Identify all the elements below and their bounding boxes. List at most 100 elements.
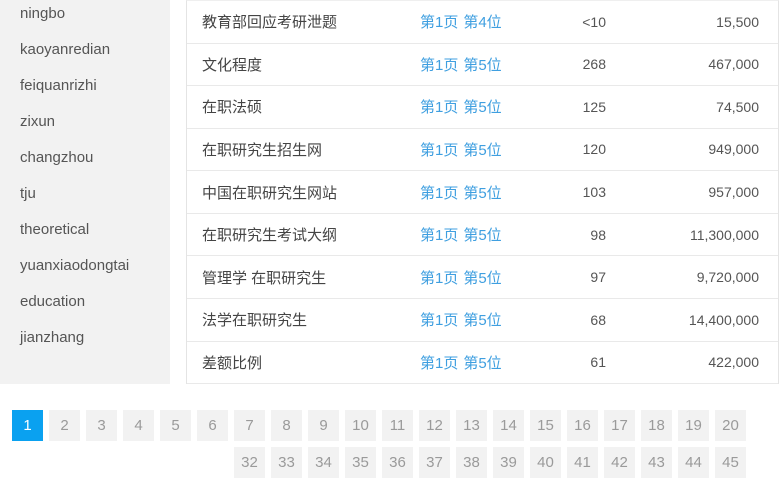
rank-value-cell: 98 [590, 226, 606, 243]
sidebar-item[interactable]: ningbo [20, 5, 66, 22]
sidebar-item[interactable]: jianzhang [20, 329, 85, 346]
rank-position-link[interactable]: 第5位 [463, 312, 502, 330]
sidebar-item[interactable]: theoretical [20, 221, 90, 238]
page-button[interactable]: 38 [456, 447, 487, 478]
keyword-cell: 在职法硕 [202, 99, 263, 117]
page-button[interactable]: 14 [493, 410, 524, 441]
sidebar-item[interactable]: changzhou [20, 149, 94, 166]
keyword-cell: 文化程度 [202, 56, 263, 74]
page-button[interactable]: 36 [382, 447, 413, 478]
keyword-cell: 中国在职研究生网站 [202, 184, 338, 202]
rank-links-cell: 第1页 第5位 [420, 309, 530, 330]
keyword-cell: 在职研究生考试大纲 [202, 227, 338, 245]
table-row: 管理学 在职研究生 第1页 第5位 97 9,720,000 [187, 256, 778, 299]
search-volume-cell: 422,000 [708, 354, 759, 371]
search-volume-cell: 949,000 [708, 141, 759, 158]
search-volume-cell: 14,400,000 [688, 311, 759, 328]
page-button[interactable]: 41 [567, 447, 598, 478]
page-button[interactable]: 10 [345, 410, 376, 441]
keyword-cell: 在职研究生招生网 [202, 141, 323, 159]
search-volume-cell: 74,500 [716, 98, 759, 115]
rank-links-cell: 第1页 第5位 [420, 139, 530, 160]
page-button[interactable]: 34 [308, 447, 339, 478]
search-volume-cell: 15,500 [716, 13, 759, 30]
sidebar-item[interactable]: tju [20, 185, 36, 202]
table-row: 中国在职研究生网站 第1页 第5位 103 957,000 [187, 171, 778, 214]
page-button[interactable]: 1 [12, 410, 43, 441]
rank-page-link[interactable]: 第1页 [420, 227, 459, 245]
search-volume-cell: 11,300,000 [689, 226, 759, 243]
page-button[interactable]: 18 [641, 410, 672, 441]
page-button[interactable]: 37 [419, 447, 450, 478]
rank-table: 教育部回应考研泄题 第1页 第4位 <10 15,500 文化程度 第1页 第5位 268 467… [186, 0, 779, 385]
rank-value-cell: 120 [582, 141, 606, 158]
page-button[interactable]: 7 [234, 410, 265, 441]
page-button[interactable]: 39 [493, 447, 524, 478]
table-row: 法学在职研究生 第1页 第5位 68 14,400,000 [187, 298, 778, 342]
page-button[interactable]: 44 [678, 447, 709, 478]
page-button[interactable]: 17 [604, 410, 635, 441]
page-button[interactable]: 42 [604, 447, 635, 478]
page-button[interactable]: 6 [197, 410, 228, 441]
rank-value-cell: 103 [582, 184, 606, 201]
page-button[interactable]: 43 [641, 447, 672, 478]
rank-page-link[interactable]: 第1页 [420, 56, 459, 74]
rank-page-link[interactable]: 第1页 [420, 99, 459, 117]
page-button[interactable]: 19 [678, 410, 709, 441]
page-button[interactable]: 32 [234, 447, 265, 478]
rank-links-cell: 第1页 第5位 [420, 182, 530, 203]
rank-position-link[interactable]: 第5位 [463, 269, 502, 287]
page-button[interactable]: 8 [271, 410, 302, 441]
page-button[interactable]: 2 [49, 410, 80, 441]
rank-position-link[interactable]: 第4位 [463, 14, 502, 32]
sidebar-list: ningbo kaoyanredian feiquanrizhi zixun chang… [0, 0, 170, 356]
page-button[interactable]: 13 [456, 410, 487, 441]
rank-page-link[interactable]: 第1页 [420, 312, 459, 330]
page-button[interactable]: 45 [715, 447, 746, 478]
rank-page-link[interactable]: 第1页 [420, 14, 459, 32]
rank-position-link[interactable]: 第5位 [463, 354, 502, 372]
page-button[interactable]: 33 [271, 447, 302, 478]
rank-page-link[interactable]: 第1页 [420, 354, 459, 372]
pagination-row-1: 1 2 3 4 5 6 7 8 9 10 11 12 13 14 15 16 17 18 19 20 [12, 410, 746, 441]
keyword-cell: 差额比例 [202, 354, 263, 372]
rank-value-cell: <10 [582, 13, 606, 30]
rank-value-cell: 97 [590, 269, 606, 286]
rank-links-cell: 第1页 第5位 [420, 96, 530, 117]
rank-position-link[interactable]: 第5位 [463, 56, 502, 74]
page-button[interactable]: 40 [530, 447, 561, 478]
sidebar-item[interactable]: yuanxiaodongtai [20, 257, 130, 274]
rank-position-link[interactable]: 第5位 [463, 99, 502, 117]
rank-page-link[interactable]: 第1页 [420, 269, 459, 287]
rank-links-cell: 第1页 第5位 [420, 352, 530, 373]
rank-page-link[interactable]: 第1页 [420, 184, 459, 202]
table-row: 教育部回应考研泄题 第1页 第4位 <10 15,500 [187, 1, 778, 44]
page-button[interactable]: 3 [86, 410, 117, 441]
page-button[interactable]: 12 [419, 410, 450, 441]
page-button[interactable]: 20 [715, 410, 746, 441]
page-button[interactable]: 4 [123, 410, 154, 441]
sidebar-item[interactable]: kaoyanredian [20, 41, 111, 58]
table-row: 在职研究生考试大纲 第1页 第5位 98 11,300,000 [187, 213, 778, 257]
sidebar-item[interactable]: education [20, 293, 86, 310]
page-button[interactable]: 35 [345, 447, 376, 478]
table-row: 差额比例 第1页 第5位 61 422,000 [187, 341, 778, 385]
page-button[interactable]: 5 [160, 410, 191, 441]
rank-value-cell: 268 [582, 56, 606, 73]
page-button[interactable]: 11 [382, 410, 413, 441]
search-volume-cell: 9,720,000 [696, 269, 759, 286]
page-button[interactable]: 16 [567, 410, 598, 441]
sidebar-item[interactable]: zixun [20, 113, 56, 130]
rank-value-cell: 125 [582, 98, 606, 115]
rank-position-link[interactable]: 第5位 [463, 227, 502, 245]
rank-value-cell: 61 [590, 354, 606, 371]
sidebar-item[interactable]: feiquanrizhi [20, 77, 97, 94]
page-button[interactable]: 15 [530, 410, 561, 441]
rank-page-link[interactable]: 第1页 [420, 141, 459, 159]
rank-value-cell: 68 [590, 311, 606, 328]
page-button[interactable]: 9 [308, 410, 339, 441]
keyword-cell: 教育部回应考研泄题 [202, 14, 338, 32]
table-row: 在职研究生招生网 第1页 第5位 120 949,000 [187, 128, 778, 172]
rank-position-link[interactable]: 第5位 [463, 141, 502, 159]
rank-position-link[interactable]: 第5位 [463, 184, 502, 202]
